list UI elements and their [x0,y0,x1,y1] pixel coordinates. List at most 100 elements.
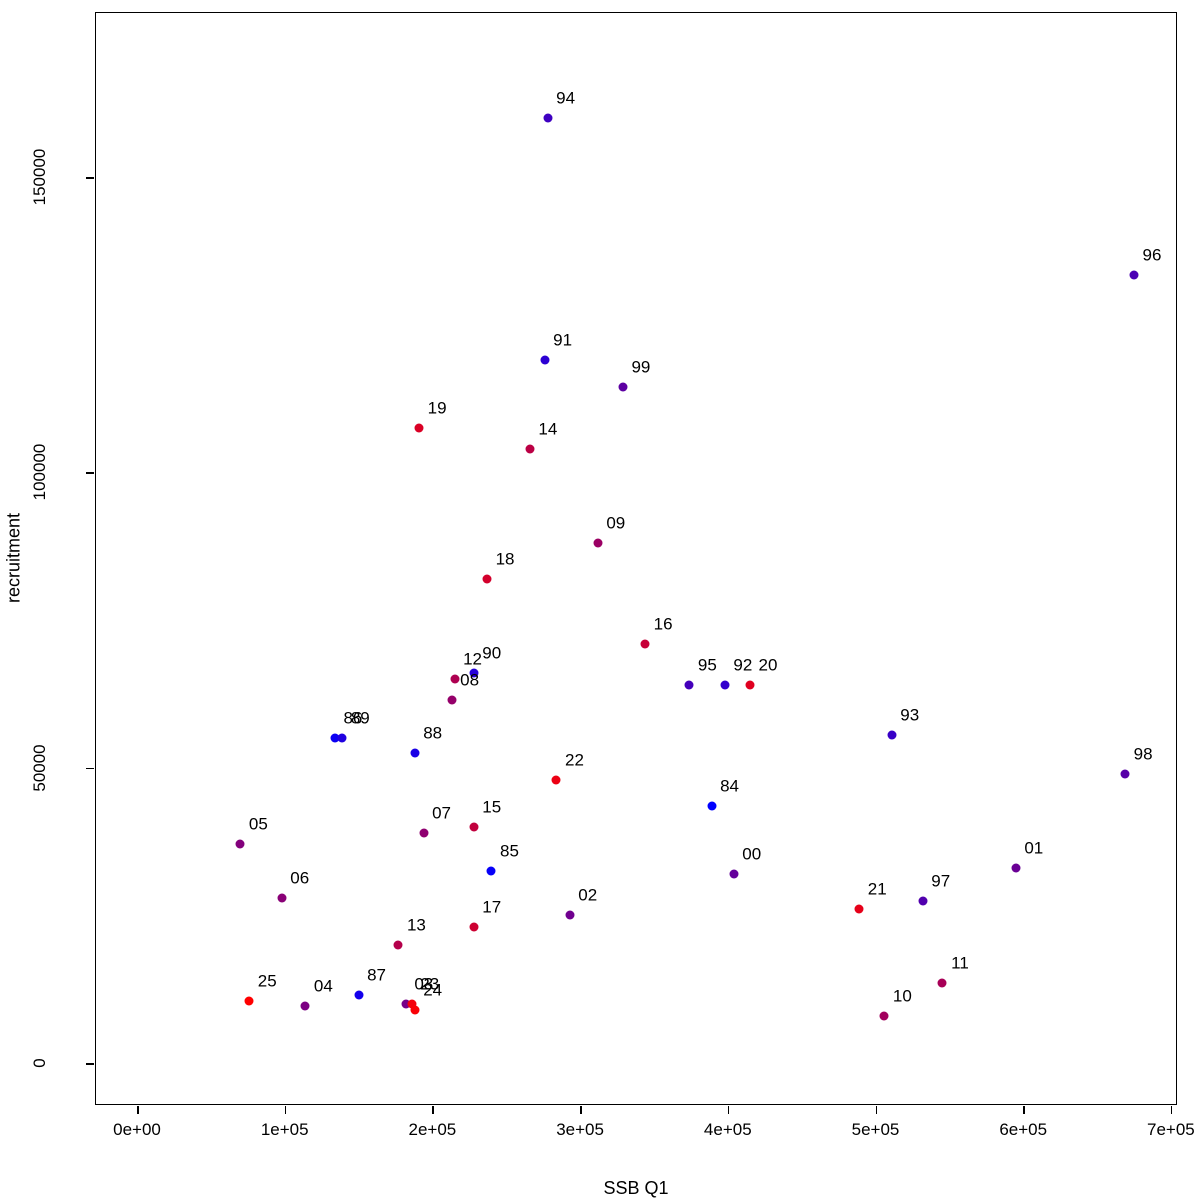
data-point-15 [469,822,479,832]
data-point-label-84: 84 [720,776,740,796]
data-point-label-87: 87 [367,965,387,985]
data-point-label-01: 01 [1024,838,1044,858]
data-point-16 [640,639,650,649]
data-point-label-17: 17 [482,897,502,917]
data-point-01 [1011,863,1021,873]
data-point-13 [393,940,403,950]
data-point-85 [486,866,496,876]
data-point-11 [937,978,947,988]
data-point-label-04: 04 [313,976,333,996]
x-axis-tick [580,1106,582,1114]
data-point-20 [745,680,755,690]
data-point-label-23: 23 [420,974,440,994]
x-axis-tick-label: 3e+05 [556,1120,604,1139]
data-point-03 [401,999,411,1009]
data-point-91 [540,355,550,365]
data-point-23 [407,999,417,1009]
data-point-label-98: 98 [1133,744,1153,764]
data-point-88 [410,748,420,758]
x-axis-tick [875,1106,877,1114]
data-point-19 [414,423,424,433]
data-point-12 [450,674,460,684]
data-point-label-15: 15 [482,797,502,817]
y-axis-tick-label: 150000 [30,148,49,206]
data-point-label-24: 24 [423,980,443,1000]
data-point-label-85: 85 [500,841,519,861]
data-point-label-05: 05 [248,814,268,834]
data-point-09 [593,538,603,548]
data-point-98 [1120,769,1130,779]
y-axis-tick [86,472,94,474]
data-point-07 [419,828,429,838]
data-point-label-88: 88 [423,723,443,743]
data-point-label-03: 03 [414,974,434,994]
data-point-label-91: 91 [553,330,573,350]
data-point-10 [879,1011,889,1021]
data-point-96 [1129,270,1139,280]
data-point-label-13: 13 [406,915,426,935]
y-axis-tick-label: 100000 [30,444,49,501]
y-axis-tick-label: 0 [30,1058,49,1068]
data-point-94 [543,113,553,123]
data-point-18 [482,574,492,584]
x-axis-tick-label: 5e+05 [851,1120,900,1139]
data-point-04 [300,1001,310,1011]
data-point-99 [618,382,628,392]
data-point-label-95: 95 [697,655,717,675]
x-axis-tick-label: 1e+05 [260,1120,309,1139]
data-point-label-21: 21 [867,879,887,899]
data-point-label-94: 94 [556,88,576,108]
x-axis-tick-label: 6e+05 [999,1120,1048,1139]
data-point-label-90: 90 [482,643,502,663]
data-point-label-97: 97 [931,871,951,891]
data-point-label-16: 16 [653,614,673,634]
data-point-90 [469,668,479,678]
x-axis-tick-label: 7e+05 [1147,1120,1195,1139]
data-point-21 [854,904,864,914]
data-point-label-25: 25 [257,971,277,991]
x-axis-tick [432,1106,434,1114]
data-point-08 [447,695,457,705]
data-point-93 [887,730,897,740]
data-point-label-08: 08 [460,670,480,690]
data-point-label-11: 11 [951,953,969,973]
x-axis-tick [1023,1106,1025,1114]
x-axis-tick-label: 2e+05 [408,1120,457,1139]
data-point-00 [729,869,739,879]
data-point-label-96: 96 [1142,245,1162,265]
data-point-17 [469,922,479,932]
data-point-89 [337,733,347,743]
y-axis-tick-label: 50000 [30,744,49,792]
y-axis-title: recruitment [3,512,24,604]
data-point-86 [330,733,340,743]
x-axis-tick [137,1106,139,1114]
data-point-05 [235,839,245,849]
data-point-25 [244,996,254,1006]
data-point-label-93: 93 [900,705,920,725]
x-axis-tick [1170,1106,1173,1114]
data-point-label-14: 14 [538,419,558,439]
x-axis-tick [727,1106,730,1114]
data-point-label-10: 10 [892,986,912,1006]
data-point-84 [707,801,717,811]
y-axis-tick [86,1063,94,1065]
data-point-label-07: 07 [432,803,451,823]
data-point-label-02: 02 [578,885,598,905]
y-axis-tick [86,177,94,179]
data-point-label-19: 19 [427,398,447,418]
data-point-14 [525,444,535,454]
data-point-label-86: 86 [343,708,363,728]
data-point-label-09: 09 [606,513,626,533]
x-axis-tick-label: 0e+00 [113,1120,161,1139]
data-point-87 [354,990,364,1000]
data-point-label-06: 06 [290,868,310,888]
data-point-22 [551,775,561,784]
data-point-label-99: 99 [631,357,651,377]
x-axis-title: SSB Q1 [603,1178,669,1198]
plot-area [95,12,1177,1105]
data-point-label-22: 22 [564,750,584,769]
data-point-92 [720,680,730,690]
data-point-02 [565,910,575,920]
data-point-label-92: 92 [733,655,753,675]
